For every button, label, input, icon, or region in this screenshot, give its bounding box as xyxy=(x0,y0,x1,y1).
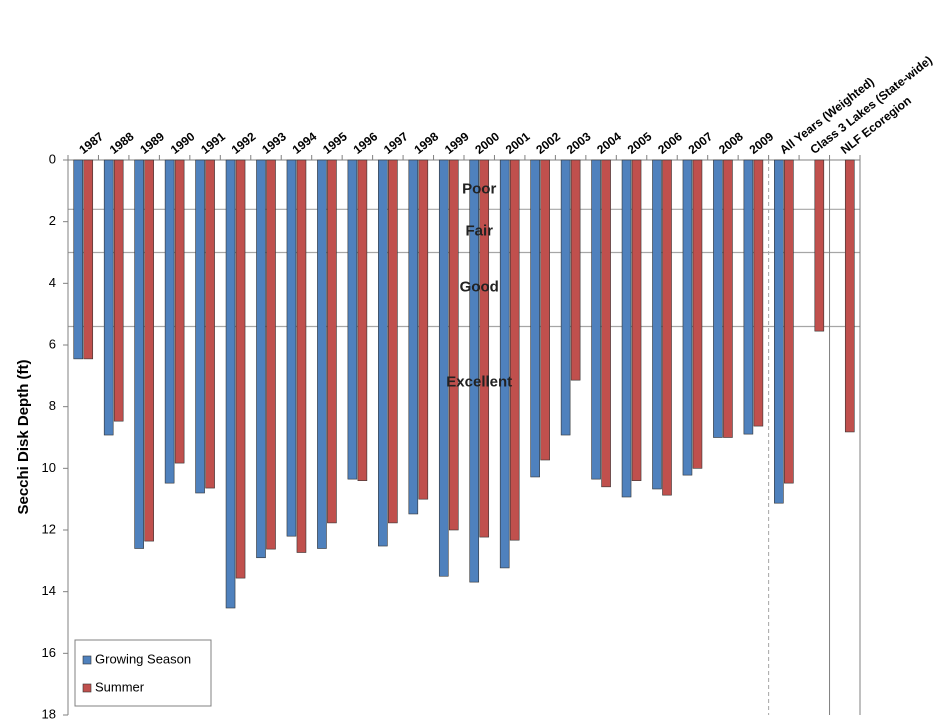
bar xyxy=(652,159,662,490)
bar xyxy=(205,159,215,489)
x-tick-label: 2009 xyxy=(747,129,777,157)
legend-label: Growing Season xyxy=(95,651,191,666)
bar xyxy=(174,159,185,464)
bar xyxy=(844,159,855,433)
y-tick-label: 18 xyxy=(42,706,56,721)
legend-swatch xyxy=(82,683,92,693)
zone-label: Excellent xyxy=(446,373,512,390)
bar xyxy=(418,159,429,500)
bar xyxy=(286,159,297,537)
y-tick-label: 12 xyxy=(42,521,56,536)
x-tick-label: 2007 xyxy=(686,129,716,157)
y-tick-label: 6 xyxy=(49,336,56,351)
y-tick-label: 14 xyxy=(42,583,56,598)
bar xyxy=(621,159,632,498)
x-tick-label: 2001 xyxy=(503,129,533,157)
bar xyxy=(83,159,94,360)
bar xyxy=(753,159,764,427)
bar xyxy=(266,159,276,550)
bar xyxy=(713,159,723,438)
bar xyxy=(327,159,337,524)
x-tick-label: 2005 xyxy=(625,129,655,157)
bar xyxy=(388,159,398,524)
x-tick-label: 1996 xyxy=(351,129,381,157)
bar xyxy=(509,159,520,541)
x-tick-label: 1987 xyxy=(76,129,106,157)
bar xyxy=(682,159,693,476)
bar xyxy=(357,159,368,481)
y-tick-label: 0 xyxy=(49,151,56,166)
legend-label: Summer xyxy=(95,679,145,694)
x-tick-label: 1997 xyxy=(381,129,411,157)
bar xyxy=(814,159,825,332)
y-tick-label: 10 xyxy=(42,460,56,475)
bar xyxy=(347,159,358,480)
bar xyxy=(499,159,510,569)
x-tick-label: 1989 xyxy=(137,129,167,157)
bar xyxy=(774,159,784,504)
bar xyxy=(195,159,205,494)
bar xyxy=(144,159,154,542)
bar xyxy=(164,159,175,484)
bar xyxy=(591,159,601,480)
bar xyxy=(448,159,459,531)
zone-label: Good xyxy=(460,278,499,295)
legend: Growing Season Summer xyxy=(74,639,212,707)
x-tick-label: 2004 xyxy=(594,129,624,157)
bar xyxy=(469,159,480,583)
bar xyxy=(408,159,419,515)
bar xyxy=(784,159,794,484)
bar xyxy=(723,159,733,438)
bar xyxy=(560,159,571,436)
zone-label: Fair xyxy=(465,222,493,239)
bar xyxy=(570,159,581,381)
zone-label: Poor xyxy=(462,180,496,197)
x-tick-label: 2008 xyxy=(716,129,746,157)
bar xyxy=(438,159,449,577)
bar xyxy=(256,159,266,559)
bar xyxy=(103,159,114,436)
x-tick-label: 1993 xyxy=(259,129,289,157)
bar xyxy=(601,159,611,488)
y-tick-label: 8 xyxy=(49,398,56,413)
bar xyxy=(530,159,540,478)
legend-box xyxy=(74,639,212,707)
bar xyxy=(235,159,246,579)
bar xyxy=(692,159,703,469)
bar xyxy=(225,159,236,609)
x-tick-label: 1988 xyxy=(107,129,137,157)
bar xyxy=(378,159,388,547)
bar xyxy=(296,159,307,553)
bar xyxy=(73,159,84,360)
bar xyxy=(540,159,550,461)
bar xyxy=(631,159,642,481)
x-tick-label: 2006 xyxy=(655,129,685,157)
x-tick-label: 1992 xyxy=(229,129,259,157)
x-tick-label: 1999 xyxy=(442,129,472,157)
x-tick-label: 1990 xyxy=(168,129,198,157)
bar xyxy=(662,159,672,496)
bar xyxy=(317,159,327,549)
bar xyxy=(134,159,144,549)
bar xyxy=(113,159,124,422)
x-tick-label: 2003 xyxy=(564,129,594,157)
legend-swatch xyxy=(82,655,92,665)
x-tick-label: 2000 xyxy=(472,129,502,157)
x-tick-label: 1995 xyxy=(320,129,350,157)
y-tick-label: 4 xyxy=(49,275,56,290)
x-tick-label: 1998 xyxy=(411,129,441,157)
y-axis-title: Secchi Disk Depth (ft) xyxy=(15,359,32,514)
y-tick-label: 16 xyxy=(42,645,56,660)
x-tick-label: 1991 xyxy=(198,129,228,157)
x-tick-label: 1994 xyxy=(290,129,320,157)
x-tick-label: Class 3 Lakes (State-wide) xyxy=(807,53,934,157)
x-tick-label: 2002 xyxy=(533,129,563,157)
bar xyxy=(743,159,754,435)
bar xyxy=(479,159,490,538)
y-tick-label: 2 xyxy=(49,213,56,228)
